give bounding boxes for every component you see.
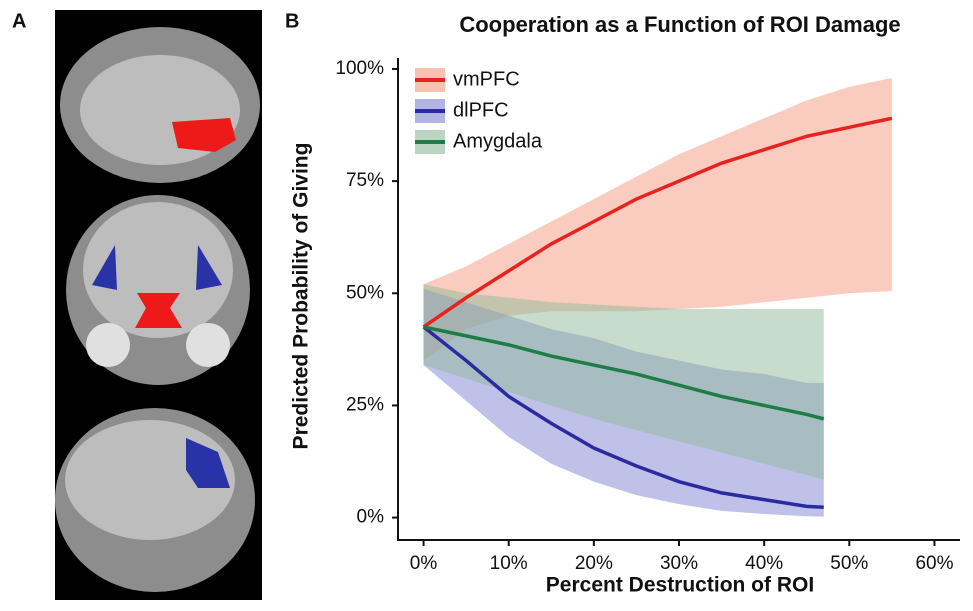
legend-label: dlPFC (453, 99, 509, 121)
panel-label: A (12, 10, 26, 32)
x-tick-label: 40% (745, 553, 783, 574)
x-tick-label: 20% (575, 553, 613, 574)
y-tick-label: 0% (357, 507, 385, 528)
brain-images (55, 10, 262, 600)
x-tick-label: 30% (660, 553, 698, 574)
legend-label: vmPFC (453, 68, 520, 90)
y-tick-label: 25% (346, 394, 384, 415)
y-axis-title: Predicted Probability of Giving (290, 143, 313, 450)
page: A B Cooperation as a Function of ROI Dam… (0, 0, 973, 606)
panel-label: B (285, 10, 299, 32)
x-tick-label: 0% (410, 553, 438, 574)
legend-label: Amygdala (453, 130, 543, 152)
x-tick-label: 60% (915, 553, 953, 574)
x-axis-title: Percent Destruction of ROI (546, 574, 814, 597)
y-tick-label: 100% (335, 58, 384, 79)
y-tick-label: 50% (346, 282, 384, 303)
x-tick-label: 10% (490, 553, 528, 574)
eye (186, 323, 230, 367)
x-tick-label: 50% (830, 553, 868, 574)
y-tick-label: 75% (346, 170, 384, 191)
eye (86, 323, 130, 367)
chart-title: Cooperation as a Function of ROI Damage (459, 12, 900, 37)
figure: A B Cooperation as a Function of ROI Dam… (0, 0, 973, 606)
